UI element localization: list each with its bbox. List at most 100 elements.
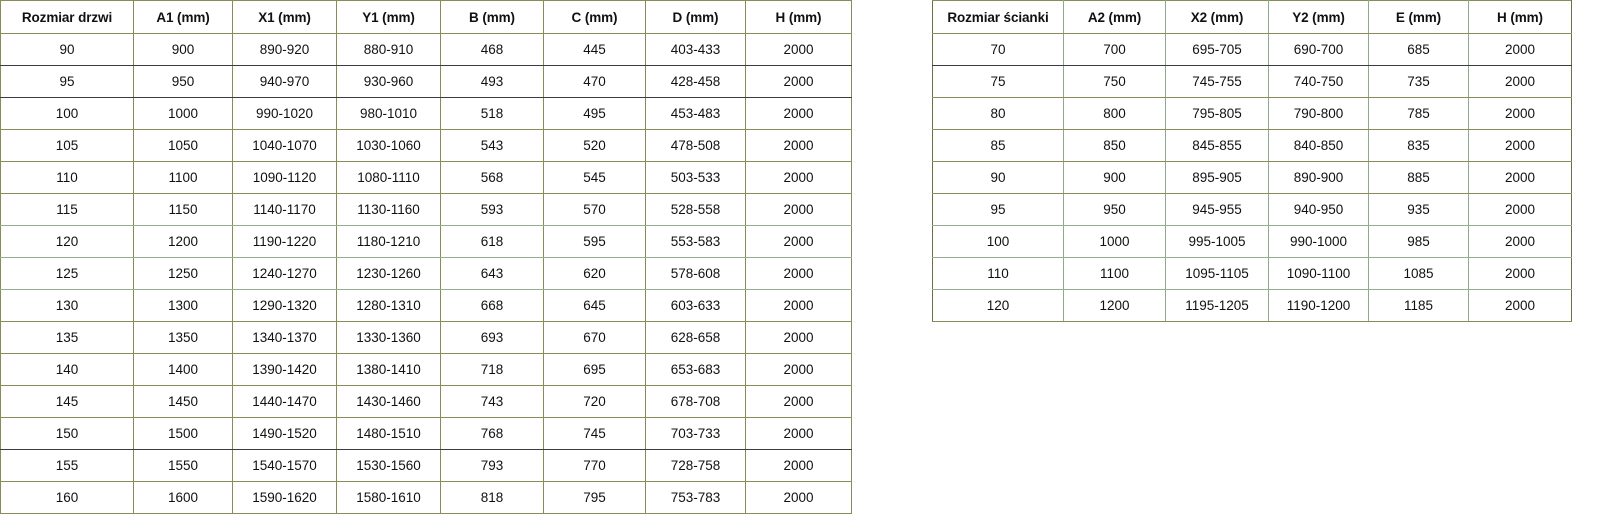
cell-door-7: 2000 bbox=[745, 385, 852, 418]
cell-door-1: 1450 bbox=[133, 385, 233, 418]
cell-wall-0: 120 bbox=[932, 289, 1064, 322]
cell-wall-0: 90 bbox=[932, 161, 1064, 194]
cell-door-6: 703-733 bbox=[645, 417, 746, 450]
table-row: 90 900 890-920 880-910 468 445 403-433 2000 bbox=[0, 33, 852, 66]
cell-door-4: 468 bbox=[440, 33, 544, 66]
column-header-wall-2: X2 (mm) bbox=[1165, 0, 1269, 34]
cell-door-4: 618 bbox=[440, 225, 544, 258]
cell-door-5: 495 bbox=[543, 97, 646, 130]
cell-door-3: 1230-1260 bbox=[336, 257, 441, 290]
cell-door-6: 553-583 bbox=[645, 225, 746, 258]
cell-wall-5: 2000 bbox=[1468, 65, 1572, 98]
column-header-door-0: Rozmiar drzwi bbox=[0, 0, 134, 34]
table-row: 70 700 695-705 690-700 685 2000 bbox=[932, 33, 1572, 66]
cell-door-5: 645 bbox=[543, 289, 646, 322]
cell-door-7: 2000 bbox=[745, 129, 852, 162]
cell-door-6: 603-633 bbox=[645, 289, 746, 322]
cell-wall-2: 895-905 bbox=[1165, 161, 1269, 194]
cell-wall-3: 690-700 bbox=[1268, 33, 1369, 66]
cell-door-5: 545 bbox=[543, 161, 646, 194]
cell-door-7: 2000 bbox=[745, 417, 852, 450]
doors-table-body: 90 900 890-920 880-910 468 445 403-433 2000 95 95… bbox=[0, 33, 852, 514]
cell-wall-5: 2000 bbox=[1468, 129, 1572, 162]
cell-wall-0: 100 bbox=[932, 225, 1064, 258]
table-row: 100 1000 995-1005 990-1000 985 2000 bbox=[932, 225, 1572, 258]
cell-door-6: 503-533 bbox=[645, 161, 746, 194]
cell-door-0: 95 bbox=[0, 65, 134, 98]
cell-door-7: 2000 bbox=[745, 481, 852, 514]
cell-door-7: 2000 bbox=[745, 161, 852, 194]
cell-door-2: 1340-1370 bbox=[232, 321, 337, 354]
cell-door-4: 668 bbox=[440, 289, 544, 322]
cell-door-2: 1240-1270 bbox=[232, 257, 337, 290]
cell-door-0: 135 bbox=[0, 321, 134, 354]
table-row: 135 1350 1340-1370 1330-1360 693 670 628-658 20… bbox=[0, 321, 852, 354]
cell-door-1: 1000 bbox=[133, 97, 233, 130]
cell-wall-2: 845-855 bbox=[1165, 129, 1269, 162]
cell-wall-3: 940-950 bbox=[1268, 193, 1369, 226]
cell-door-3: 1380-1410 bbox=[336, 353, 441, 386]
cell-wall-4: 985 bbox=[1368, 225, 1469, 258]
cell-door-5: 720 bbox=[543, 385, 646, 418]
cell-door-2: 1190-1220 bbox=[232, 225, 337, 258]
cell-door-2: 1440-1470 bbox=[232, 385, 337, 418]
cell-door-6: 678-708 bbox=[645, 385, 746, 418]
column-header-wall-1: A2 (mm) bbox=[1063, 0, 1166, 34]
cell-wall-1: 1000 bbox=[1063, 225, 1166, 258]
cell-wall-2: 695-705 bbox=[1165, 33, 1269, 66]
cell-door-6: 428-458 bbox=[645, 65, 746, 98]
cell-door-1: 1550 bbox=[133, 449, 233, 482]
cell-wall-4: 885 bbox=[1368, 161, 1469, 194]
cell-wall-4: 785 bbox=[1368, 97, 1469, 130]
cell-door-4: 543 bbox=[440, 129, 544, 162]
table-row: 130 1300 1290-1320 1280-1310 668 645 603-633 20… bbox=[0, 289, 852, 322]
cell-door-5: 770 bbox=[543, 449, 646, 482]
cell-door-3: 1330-1360 bbox=[336, 321, 441, 354]
cell-wall-1: 850 bbox=[1063, 129, 1166, 162]
cell-wall-4: 935 bbox=[1368, 193, 1469, 226]
cell-door-2: 1290-1320 bbox=[232, 289, 337, 322]
cell-door-4: 793 bbox=[440, 449, 544, 482]
cell-wall-1: 1200 bbox=[1063, 289, 1166, 322]
cell-wall-5: 2000 bbox=[1468, 257, 1572, 290]
cell-wall-4: 1185 bbox=[1368, 289, 1469, 322]
column-header-door-5: C (mm) bbox=[543, 0, 646, 34]
cell-door-6: 453-483 bbox=[645, 97, 746, 130]
cell-door-0: 90 bbox=[0, 33, 134, 66]
column-header-door-1: A1 (mm) bbox=[133, 0, 233, 34]
cell-door-1: 1350 bbox=[133, 321, 233, 354]
cell-door-3: 1580-1610 bbox=[336, 481, 441, 514]
cell-door-3: 1480-1510 bbox=[336, 417, 441, 450]
cell-wall-3: 740-750 bbox=[1268, 65, 1369, 98]
cell-wall-4: 685 bbox=[1368, 33, 1469, 66]
cell-door-2: 1040-1070 bbox=[232, 129, 337, 162]
doors-header-row: Rozmiar drzwi A1 (mm) X1 (mm) Y1 (mm) B (mm)… bbox=[0, 0, 852, 34]
table-row: 120 1200 1190-1220 1180-1210 618 595 553-583 20… bbox=[0, 225, 852, 258]
cell-door-3: 1180-1210 bbox=[336, 225, 441, 258]
table-row: 150 1500 1490-1520 1480-1510 768 745 703-733 20… bbox=[0, 417, 852, 450]
column-header-door-4: B (mm) bbox=[440, 0, 544, 34]
cell-door-5: 445 bbox=[543, 33, 646, 66]
doors-specification-table: Rozmiar drzwi A1 (mm) X1 (mm) Y1 (mm) B (mm)… bbox=[0, 0, 852, 514]
cell-door-5: 795 bbox=[543, 481, 646, 514]
column-header-wall-5: H (mm) bbox=[1468, 0, 1572, 34]
cell-door-3: 930-960 bbox=[336, 65, 441, 98]
cell-door-1: 950 bbox=[133, 65, 233, 98]
cell-door-1: 1250 bbox=[133, 257, 233, 290]
cell-wall-5: 2000 bbox=[1468, 289, 1572, 322]
cell-door-1: 1300 bbox=[133, 289, 233, 322]
cell-door-4: 493 bbox=[440, 65, 544, 98]
cell-door-1: 1500 bbox=[133, 417, 233, 450]
cell-door-2: 1090-1120 bbox=[232, 161, 337, 194]
cell-wall-1: 700 bbox=[1063, 33, 1166, 66]
cell-door-4: 768 bbox=[440, 417, 544, 450]
cell-wall-3: 790-800 bbox=[1268, 97, 1369, 130]
cell-door-1: 900 bbox=[133, 33, 233, 66]
cell-wall-4: 1085 bbox=[1368, 257, 1469, 290]
cell-door-3: 1430-1460 bbox=[336, 385, 441, 418]
cell-wall-3: 1190-1200 bbox=[1268, 289, 1369, 322]
cell-door-7: 2000 bbox=[745, 449, 852, 482]
cell-door-1: 1600 bbox=[133, 481, 233, 514]
cell-wall-1: 950 bbox=[1063, 193, 1166, 226]
cell-door-7: 2000 bbox=[745, 321, 852, 354]
